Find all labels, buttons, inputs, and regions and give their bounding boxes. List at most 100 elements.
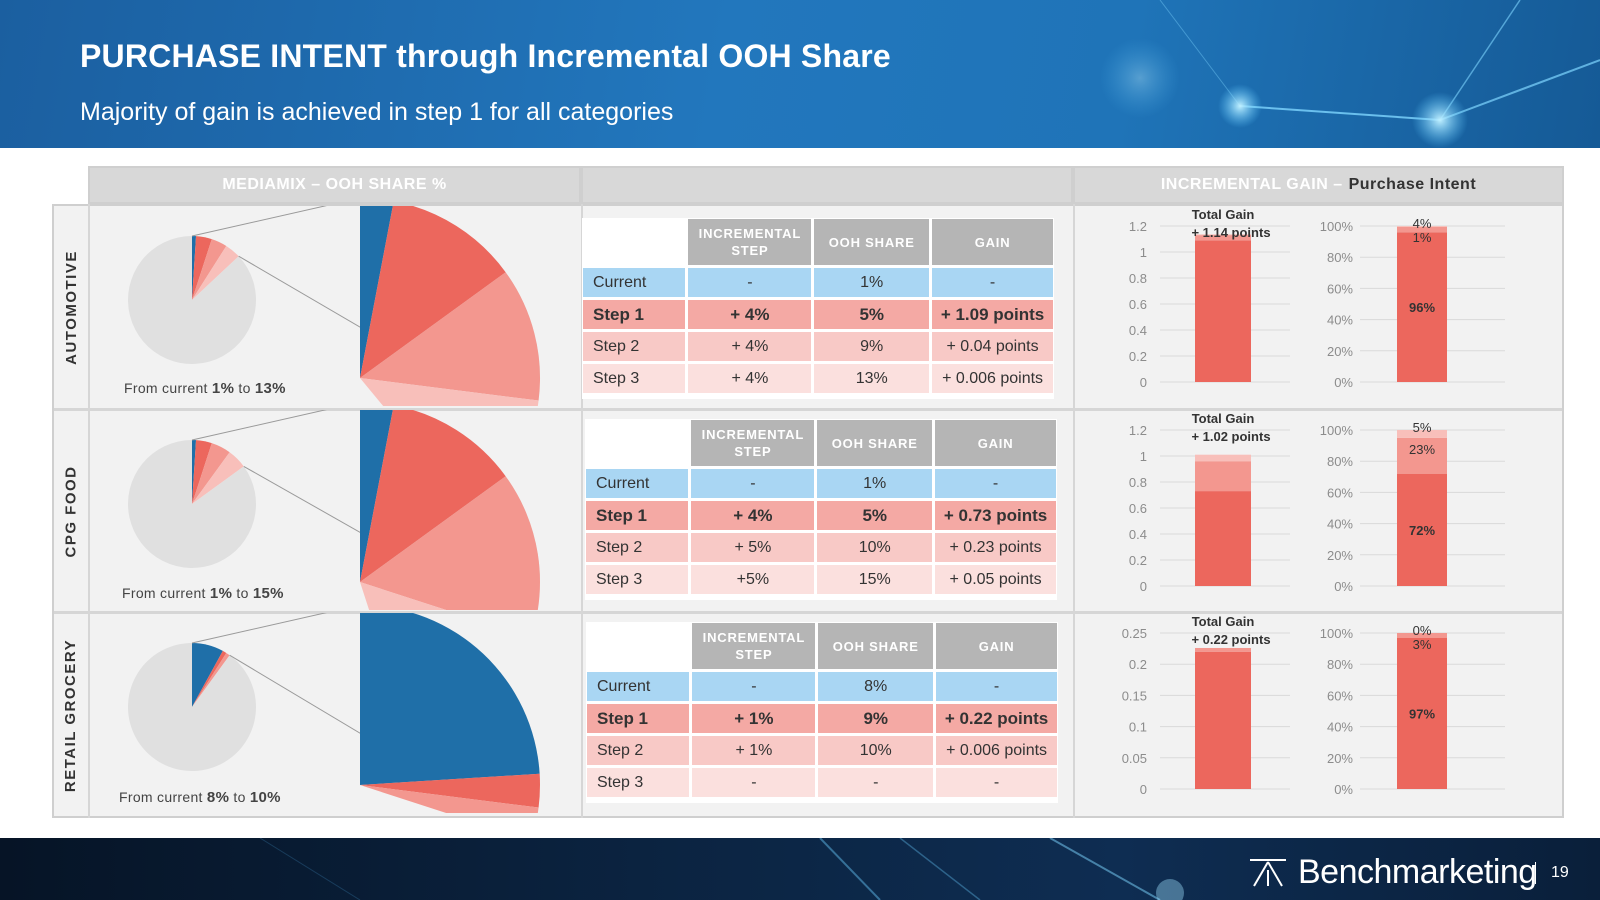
table-row-step-2: Step 2 + 5% 10% + 0.23 points: [586, 533, 1056, 562]
row-label-retail-grocery: RETAIL GROCERY: [54, 614, 88, 816]
header-incremental-step: INCREMENTAL STEP: [691, 420, 815, 466]
y-tick-label: 1.2: [1129, 423, 1147, 438]
row-label-text: RETAIL GROCERY: [62, 638, 80, 792]
table-row-current: Current - 1% -: [586, 469, 1056, 498]
label-column-divider: [88, 204, 90, 818]
header-incremental-step: INCREMENTAL STEP: [692, 623, 816, 669]
total-gain-value: + 1.14 points: [1191, 225, 1270, 240]
y-tick-label: 80%: [1327, 250, 1353, 265]
cell-ooh-share: 5%: [814, 300, 930, 329]
y-tick-label: 0%: [1334, 782, 1353, 797]
benchmarketing-icon: [1250, 859, 1286, 887]
page-number-separator: [1535, 862, 1536, 884]
cell-step-label: Step 2: [587, 736, 690, 765]
cell-step-label: Current: [587, 672, 690, 701]
from-current-value: 1%: [209, 585, 233, 602]
y-tick-label: 0.2: [1129, 553, 1147, 568]
brand-name: Benchmarketing: [1298, 852, 1537, 891]
bar-segment-step-3: [1195, 454, 1251, 462]
y-tick-label: 0: [1140, 375, 1147, 390]
page-number: 19: [1551, 864, 1569, 881]
cell-ooh-share: 1%: [814, 268, 930, 297]
table-row-step-2: Step 2 + 1% 10% + 0.006 points: [587, 736, 1057, 765]
y-tick-label: 0.1: [1129, 720, 1147, 735]
y-tick-label: 0.8: [1129, 271, 1147, 286]
table-row-step-1: Step 1 + 4% 5% + 1.09 points: [583, 300, 1053, 329]
y-tick-label: 1: [1140, 449, 1147, 464]
header-gain: GAIN: [936, 623, 1057, 669]
step-table-retail-grocery: INCREMENTAL STEP OOH SHARE GAIN Current …: [584, 620, 1060, 800]
cell-ooh-share: 1%: [817, 469, 933, 498]
from-to: to: [232, 585, 253, 601]
from-prefix: From current: [119, 789, 207, 805]
cell-incremental-step: + 4%: [691, 501, 815, 530]
pct-label-step-1: 97%: [1409, 706, 1435, 721]
row-label-text: CPG FOOD: [62, 464, 80, 558]
cell-incremental-step: + 4%: [688, 300, 812, 329]
y-tick-label: 80%: [1327, 657, 1353, 672]
pie-slice-step-2: [192, 239, 227, 300]
pie-slice-step-1: [192, 440, 212, 504]
from-current-text-retail-grocery: From current 8% to 10%: [119, 789, 281, 806]
zoom-slice-step-2: [360, 272, 540, 401]
pct-label-step-1: 72%: [1409, 523, 1435, 538]
table-row-step-1: Step 1 + 4% 5% + 0.73 points: [586, 501, 1056, 530]
table-header-row: INCREMENTAL STEP OOH SHARE GAIN: [586, 420, 1056, 466]
cell-ooh-share: 9%: [814, 332, 930, 361]
cell-ooh-share: 8%: [818, 672, 934, 701]
table-column-divider: [1073, 204, 1075, 818]
cell-gain: -: [936, 768, 1057, 797]
gain-charts-retail-grocery: 0 0.05 0.1 0.15 0.2 0.25 Total Gain + 0.22 poin…: [1122, 614, 1505, 797]
header-blank-cell: [587, 623, 690, 669]
total-gain-label: Total Gain: [1192, 411, 1255, 426]
pie-slice-current: [192, 440, 197, 504]
cell-gain: -: [935, 469, 1056, 498]
y-tick-label: 80%: [1327, 454, 1353, 469]
header-gain: GAIN: [935, 420, 1056, 466]
pct-segment-step-2: [1397, 226, 1447, 233]
zoom-slice-step-3: [360, 378, 539, 406]
y-tick-label: 20%: [1327, 548, 1353, 563]
header-ooh-share: OOH SHARE: [817, 420, 933, 466]
y-tick-label: 60%: [1327, 281, 1353, 296]
bar-segment-step-1: [1195, 651, 1251, 789]
bar-segment-step-2: [1195, 461, 1251, 492]
cell-incremental-step: -: [692, 768, 816, 797]
pct-segment-step-1: [1397, 637, 1447, 789]
y-tick-label: 0: [1140, 782, 1147, 797]
column-header-gain: INCREMENTAL GAIN – Purchase Intent: [1073, 166, 1564, 204]
y-tick-label: 0: [1140, 579, 1147, 594]
pie-column-divider: [581, 204, 583, 818]
gain-charts-cpg-food: 0 0.2 0.4 0.6 0.8 1 1.2 Total Gain + 1.02 points…: [1129, 411, 1505, 594]
zoom-connector-line: [191, 206, 327, 237]
cell-ooh-share: 15%: [817, 565, 933, 594]
table-row-step-2: Step 2 + 4% 9% + 0.04 points: [583, 332, 1053, 361]
y-tick-label: 0.2: [1129, 657, 1147, 672]
from-target-value: 13%: [254, 380, 286, 397]
footer-decoration: [259, 838, 1184, 900]
bar-segment-step-1: [1195, 240, 1251, 382]
y-tick-label: 0.2: [1129, 349, 1147, 364]
from-prefix: From current: [124, 380, 212, 396]
cell-step-label: Step 1: [587, 704, 690, 733]
cell-step-label: Step 1: [586, 501, 689, 530]
pct-label-step-1: 96%: [1409, 300, 1435, 315]
header-ooh-share: OOH SHARE: [814, 219, 930, 265]
zoom-connector-line: [191, 613, 327, 644]
cell-gain: -: [936, 672, 1057, 701]
total-gain-label: Total Gain: [1192, 614, 1255, 629]
cell-incremental-step: + 4%: [688, 332, 812, 361]
pie-slice-current: [192, 643, 223, 707]
from-target-value: 15%: [252, 585, 284, 602]
pct-label-step-3: 0%: [1413, 623, 1432, 638]
cell-incremental-step: -: [688, 268, 812, 297]
page-subtitle: Majority of gain is achieved in step 1 f…: [80, 98, 674, 126]
zoom-slice-step-1: [360, 206, 506, 378]
zoom-slice-step-1: [360, 773, 540, 808]
zoom-slice-current: [360, 206, 393, 378]
pie-chart-automotive: [128, 206, 540, 406]
pct-label-step-2: 23%: [1409, 442, 1435, 457]
header-band: [0, 0, 1600, 148]
pct-label-step-2: 3%: [1413, 637, 1432, 652]
table-row-step-3: Step 3 + 4% 13% + 0.006 points: [583, 364, 1053, 393]
